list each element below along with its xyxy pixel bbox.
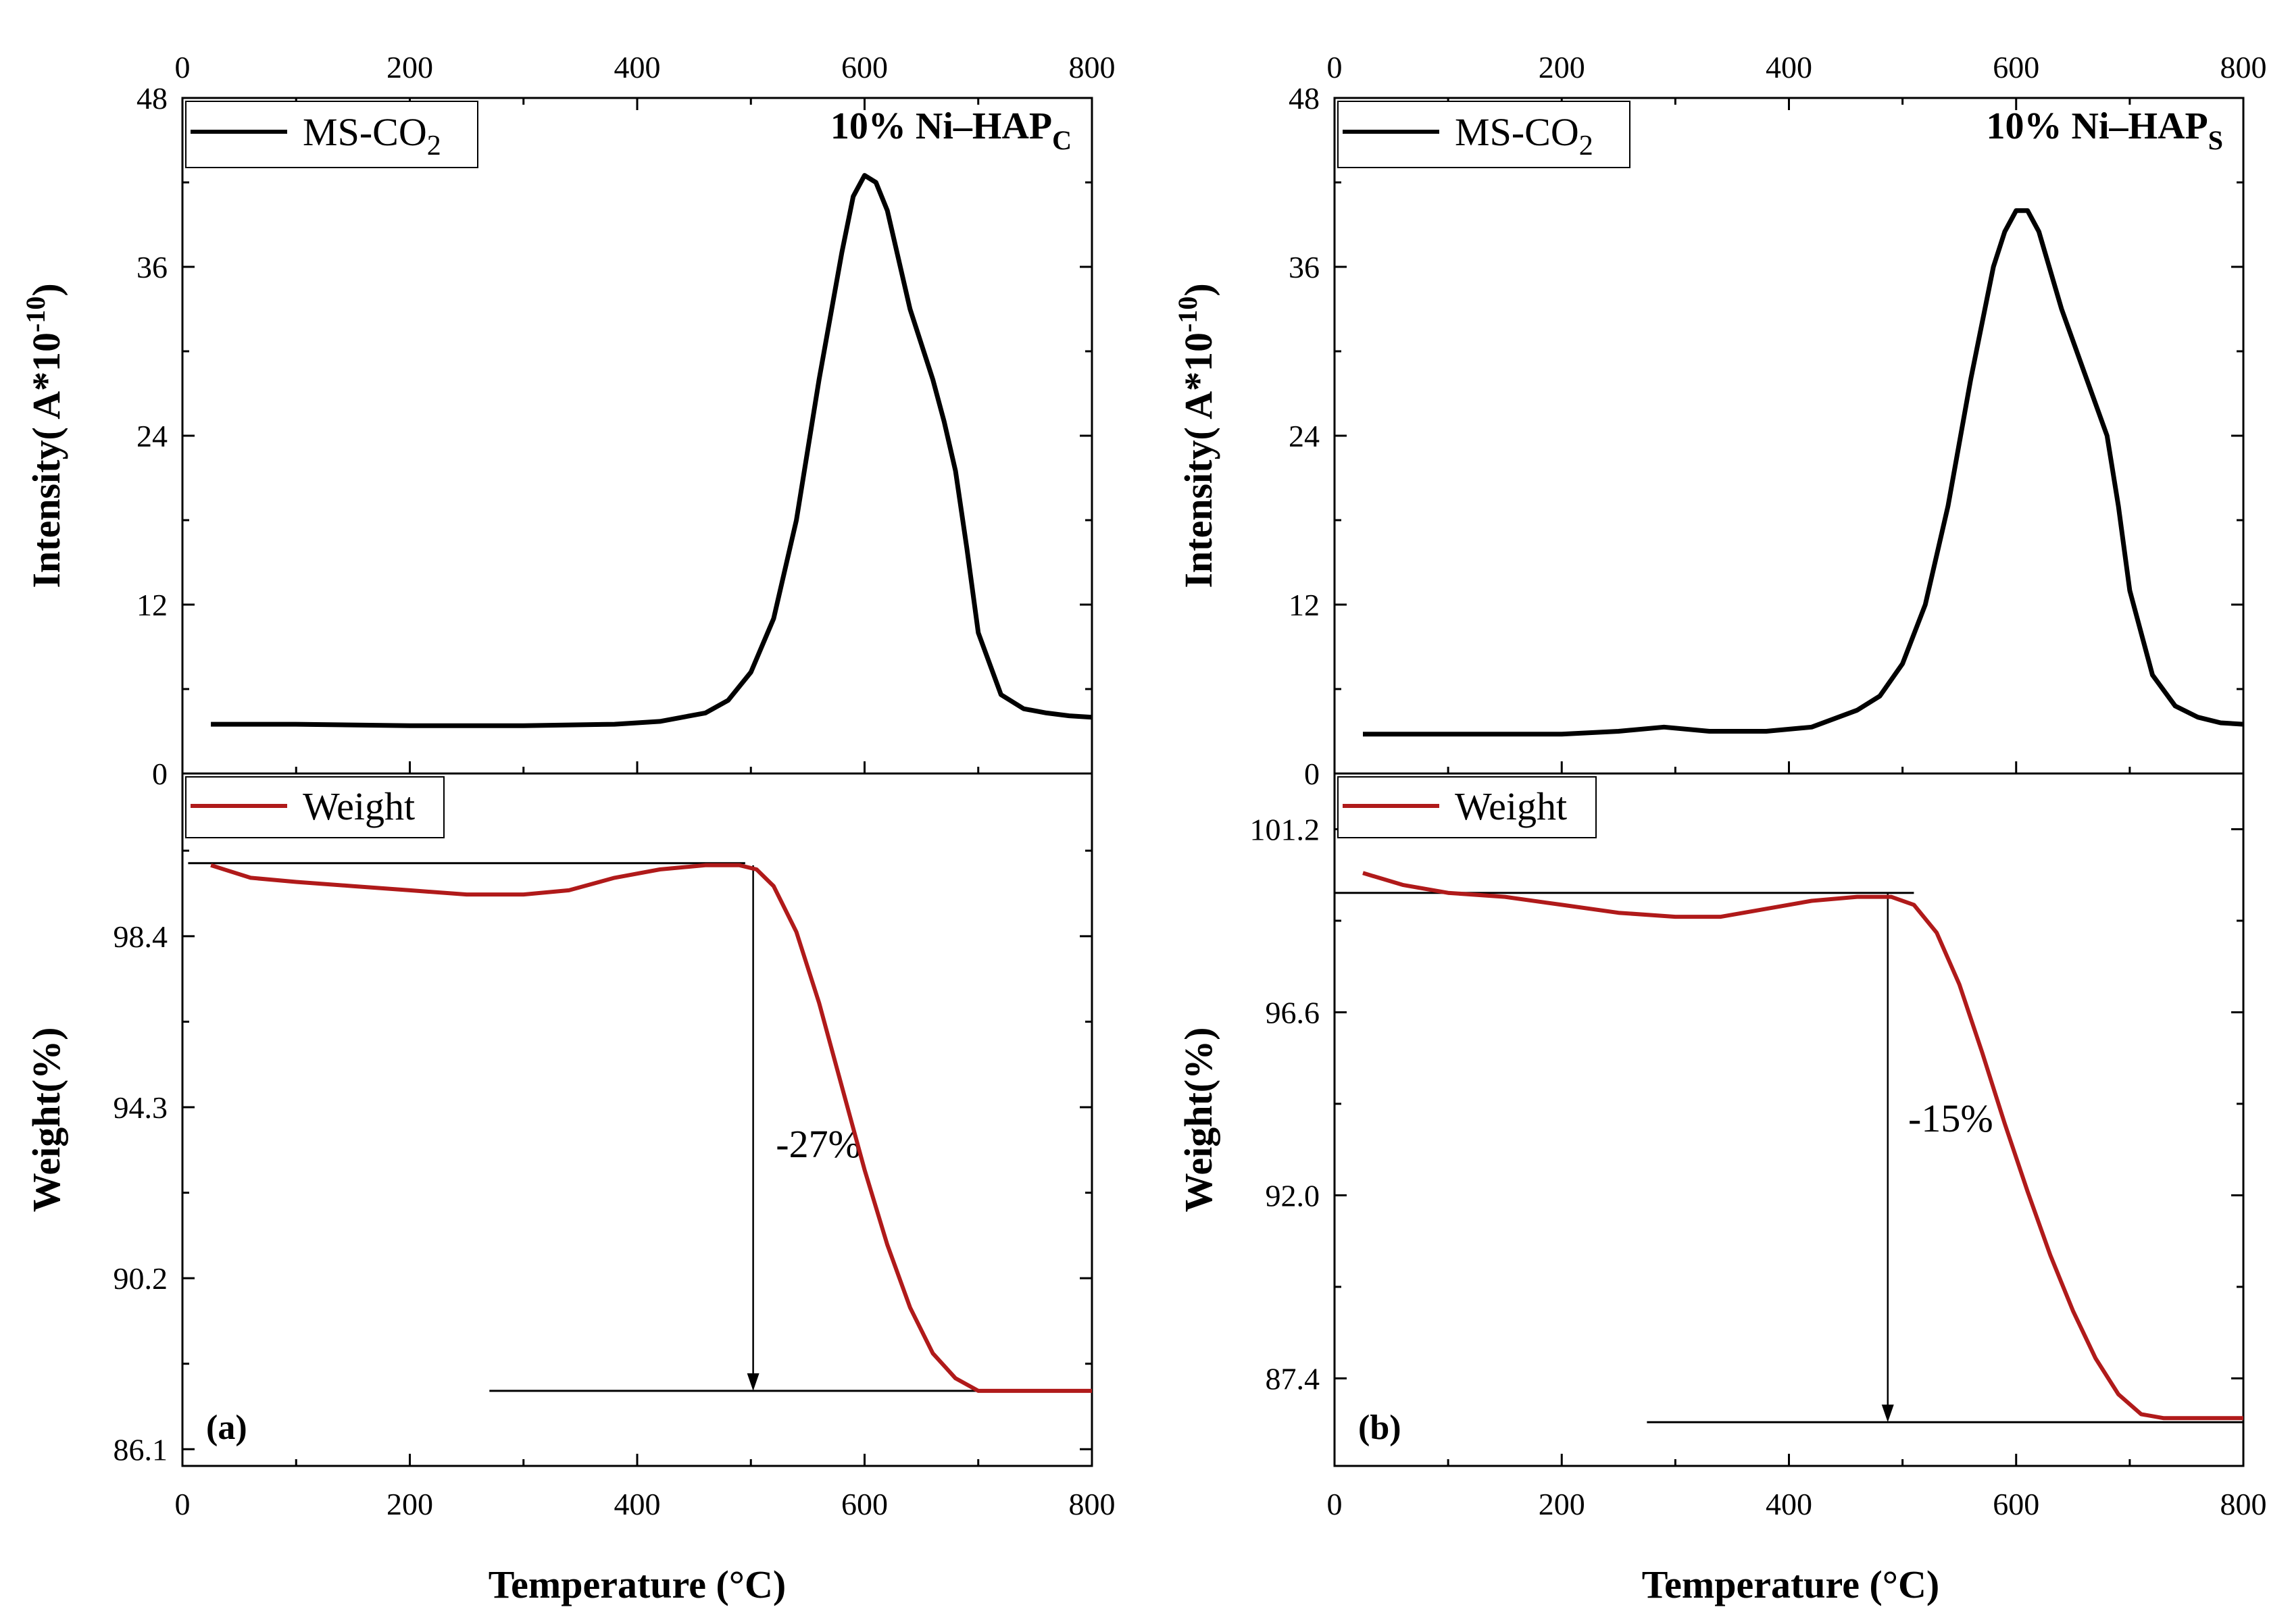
ms-co2-line-a — [211, 173, 1093, 728]
legend-label-ms: MS-CO2 — [303, 110, 441, 161]
y-tick-label-bottom: 96.6 — [1266, 995, 1320, 1030]
y-tick-label-bottom: 86.1 — [114, 1432, 168, 1467]
y-tick-label-top: 24 — [136, 419, 168, 453]
x-tick-label-top: 200 — [387, 50, 433, 84]
x-tick-label-top: 600 — [841, 50, 888, 84]
x-tick-label-top: 600 — [1993, 50, 2039, 84]
x-tick-label-top: 0 — [175, 50, 191, 84]
bottom-plot-frame-a — [181, 772, 1093, 1467]
y-tick-label-bottom: 94.3 — [114, 1090, 168, 1125]
arrow-head-b — [1881, 1404, 1894, 1423]
x-tick-label-bottom: 400 — [614, 1487, 661, 1521]
x-tick-label-bottom: 400 — [1766, 1487, 1812, 1521]
x-axis-title-right: Temperature (°C) — [1642, 1563, 1939, 1606]
weight-loss-annotation-a: -27% — [776, 1122, 861, 1166]
y-tick-label-top: 12 — [136, 588, 168, 622]
panel-a: 0 0 200 200 400 400 600 600 800 800 0 12 24 36 48 86.1 9… — [20, 50, 1116, 1521]
sample-label-b: 10% Ni–HAPS — [1987, 105, 2223, 155]
legend-bottom-a: Weight — [185, 776, 445, 838]
ms-co2-line-b — [1363, 208, 2244, 737]
sample-label-main: 10% Ni–HAP — [1987, 105, 2208, 147]
y-axis-title-top-post: ) — [1176, 283, 1220, 296]
y-tick-label-top: 24 — [1289, 419, 1320, 453]
y-axis-title-top-post: ) — [24, 283, 68, 296]
y-tick-label-top: 0 — [1304, 757, 1320, 791]
legend-label-weight: Weight — [303, 784, 415, 828]
y-tick-label-bottom: 90.2 — [114, 1261, 168, 1296]
y-tick-label-bottom: 101.2 — [1250, 812, 1320, 846]
legend-label-ms-sub: 2 — [1579, 130, 1593, 161]
y-tick-label-bottom: 92.0 — [1266, 1178, 1320, 1213]
x-tick-label-bottom: 800 — [1069, 1487, 1116, 1521]
y-tick-label-top: 12 — [1289, 588, 1320, 622]
x-tick-label-bottom: 200 — [387, 1487, 433, 1521]
x-tick-label-bottom: 0 — [175, 1487, 191, 1521]
arrow-head-a — [747, 1373, 759, 1391]
y-axis-title-top: Intensity( A*10-10) — [1172, 283, 1220, 588]
x-tick-label-top: 0 — [1327, 50, 1343, 84]
y-axis-title-bottom: Weight(%) — [24, 1027, 68, 1213]
x-axis-title-left: Temperature (°C) — [489, 1563, 786, 1606]
y-axis-title-top-sup: -10 — [1172, 297, 1203, 332]
bottom-plot-frame-b — [1333, 772, 2245, 1467]
y-axis-title-bottom: Weight(%) — [1176, 1027, 1220, 1213]
x-tick-label-top: 800 — [2220, 50, 2267, 84]
x-tick-label-top: 200 — [1539, 50, 1585, 84]
legend-top-b: MS-CO2 — [1337, 101, 1630, 168]
legend-top-a: MS-CO2 — [185, 101, 478, 168]
top-plot-frame-a — [181, 97, 1093, 775]
legend-label-weight: Weight — [1455, 784, 1567, 828]
y-axis-title-top-sup: -10 — [20, 297, 51, 332]
y-tick-label-top: 36 — [136, 250, 168, 284]
x-tick-label-top: 400 — [614, 50, 661, 84]
sample-label-sub: S — [2208, 125, 2223, 155]
y-axis-title-top-main: Intensity( A*10 — [1176, 332, 1220, 588]
sample-label-a: 10% Ni–HAPC — [830, 105, 1072, 155]
y-tick-label-top: 36 — [1289, 250, 1320, 284]
sample-label-sub: C — [1052, 125, 1072, 155]
x-tick-label-top: 400 — [1766, 50, 1812, 84]
panel-label-b: (b) — [1358, 1409, 1401, 1447]
x-tick-label-bottom: 800 — [2220, 1487, 2267, 1521]
panel-b: 0 0 200 200 400 400 600 600 800 800 0 12 24 36 48 87.4 9… — [1172, 50, 2267, 1521]
legend-label-ms: MS-CO2 — [1455, 110, 1593, 161]
panel-label-a: (a) — [206, 1409, 247, 1447]
legend-label-ms-sub: 2 — [427, 130, 441, 161]
x-tick-label-bottom: 200 — [1539, 1487, 1585, 1521]
y-tick-label-bottom: 98.4 — [114, 919, 168, 954]
y-axis-title-top: Intensity( A*10-10) — [20, 283, 68, 588]
x-tick-label-bottom: 600 — [841, 1487, 888, 1521]
y-tick-label-top: 0 — [152, 757, 168, 791]
y-tick-label-top: 48 — [1289, 81, 1320, 116]
legend-label-ms-main: MS-CO — [1455, 110, 1579, 154]
legend-label-ms-main: MS-CO — [303, 110, 427, 154]
x-tick-label-bottom: 0 — [1327, 1487, 1343, 1521]
sample-label-main: 10% Ni–HAP — [830, 105, 1052, 147]
legend-box-top — [1337, 101, 1630, 168]
y-axis-title-top-main: Intensity( A*10 — [24, 332, 68, 588]
legend-box-top — [185, 101, 478, 168]
legend-bottom-b: Weight — [1337, 776, 1597, 838]
weight-loss-annotation-b: -15% — [1908, 1096, 1993, 1140]
x-tick-label-top: 800 — [1069, 50, 1116, 84]
weight-line-b — [1362, 871, 2243, 1421]
y-tick-label-top: 48 — [136, 81, 168, 116]
weight-line-a — [210, 863, 1092, 1393]
x-tick-label-bottom: 600 — [1993, 1487, 2039, 1521]
y-tick-label-bottom: 87.4 — [1266, 1361, 1320, 1396]
